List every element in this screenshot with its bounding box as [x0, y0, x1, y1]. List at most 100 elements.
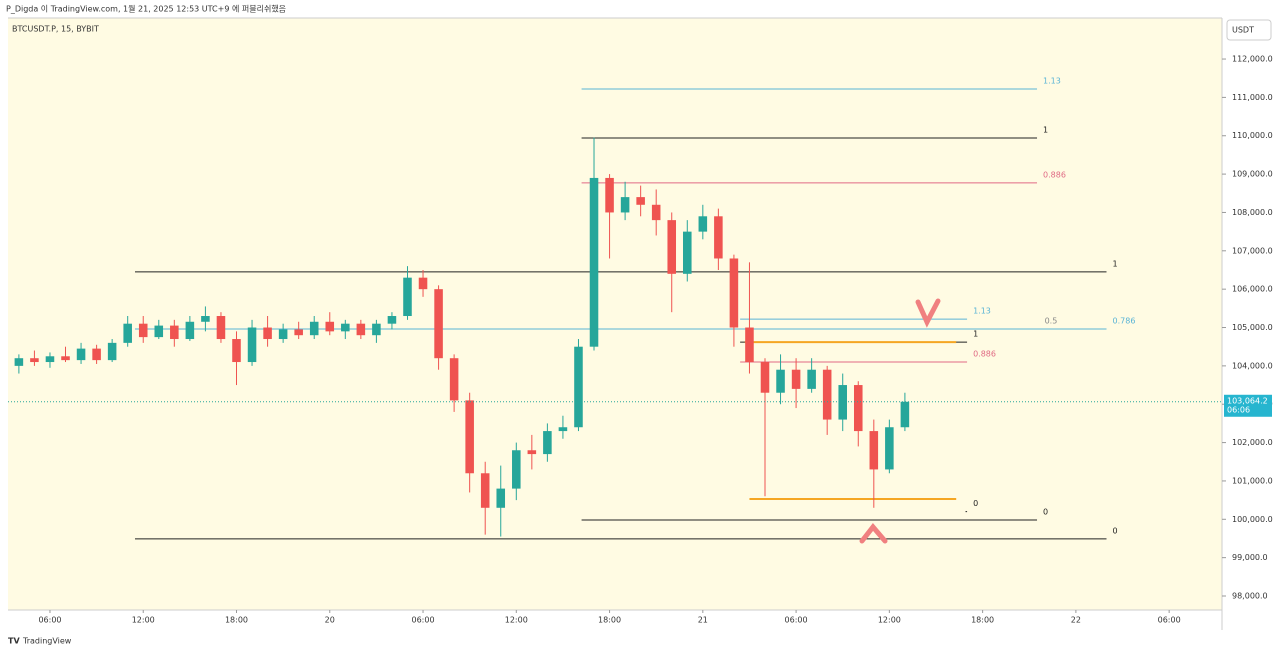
x-tick-label: 22	[1071, 616, 1081, 625]
candle-body	[667, 220, 677, 274]
candle-body	[449, 358, 459, 401]
level-label: 0	[1043, 508, 1048, 517]
last-price-box	[1224, 394, 1272, 417]
candle-body	[605, 177, 614, 213]
candle-body	[325, 321, 335, 332]
x-tick-label: 12:00	[132, 616, 155, 625]
x-tick-label: 06:00	[785, 616, 808, 625]
candle-body	[434, 289, 443, 359]
x-tick-label: 21	[698, 616, 708, 625]
candle-body	[309, 321, 319, 336]
x-tick-label: 12:00	[878, 616, 901, 625]
candle-body	[341, 323, 350, 332]
y-tick-label: 107,000.0	[1232, 246, 1273, 255]
candle-body	[30, 358, 39, 363]
candle-body	[387, 316, 397, 324]
candle-body	[45, 356, 55, 363]
candle-body	[372, 323, 381, 336]
logo-mark: TV	[8, 637, 20, 646]
candle-body	[620, 197, 630, 213]
candle-body	[170, 325, 179, 340]
candle-body	[885, 427, 894, 470]
candle-body	[465, 400, 474, 474]
y-tick-label: 101,000.0	[1232, 476, 1273, 485]
x-tick-label: 06:00	[411, 616, 434, 625]
y-tick-label: 109,000.0	[1232, 170, 1273, 179]
currency-label: USDT	[1232, 26, 1254, 35]
candle-body	[263, 327, 272, 340]
y-tick-label: 111,000.0	[1232, 93, 1273, 102]
y-tick-label: 106,000.0	[1232, 285, 1273, 294]
candle-body	[714, 216, 723, 259]
candle-body	[61, 356, 70, 361]
level-label: 1	[973, 330, 978, 339]
candle-body	[403, 277, 412, 317]
candle-body	[853, 385, 863, 432]
candle-body	[527, 450, 537, 455]
y-tick-label: 104,000.0	[1232, 361, 1273, 370]
candle-body	[698, 216, 708, 232]
y-tick-label: 98,000.0	[1232, 592, 1268, 601]
candle-body	[636, 197, 645, 205]
candle-body	[480, 473, 490, 508]
y-tick-label: 108,000.0	[1232, 208, 1273, 217]
footer-logo: TradingView	[22, 637, 72, 646]
y-tick-label: 99,000.0	[1232, 553, 1268, 562]
candle-body	[512, 450, 521, 489]
y-tick-label: 102,000.0	[1232, 438, 1273, 447]
candle-body	[558, 427, 568, 432]
x-tick-label: 20	[325, 616, 335, 625]
level-label: 1.13	[1043, 76, 1061, 85]
x-tick-label: 18:00	[225, 616, 248, 625]
x-tick-label: 06:00	[38, 616, 61, 625]
candle-body	[138, 323, 148, 338]
candle-body	[154, 325, 164, 338]
candle-body	[776, 369, 785, 393]
level-label: 0	[973, 499, 978, 508]
candle-body	[900, 401, 910, 428]
level-label: 0	[1113, 526, 1118, 535]
candle-body	[247, 327, 257, 363]
annotation-arrow	[859, 523, 888, 544]
candle-body	[822, 369, 832, 420]
candle-body	[729, 258, 739, 328]
candle-body	[14, 358, 24, 366]
header-text: P_Digda 이 TradingView.com, 1월 21, 2025 1…	[6, 4, 286, 14]
level-label: 0.5	[1045, 317, 1058, 326]
candle-body	[543, 431, 552, 455]
level-label: 0.886	[973, 350, 996, 359]
candle-body	[807, 369, 816, 389]
candle-body	[232, 339, 241, 363]
y-tick-label: 100,000.0	[1232, 515, 1273, 524]
candle-body	[123, 323, 132, 343]
candle-body	[418, 277, 428, 290]
candle-body	[201, 316, 210, 322]
candle-body	[683, 231, 692, 274]
y-tick-label: 105,000.0	[1232, 323, 1273, 332]
annotation-arrow	[915, 298, 941, 328]
x-tick-label: 06:00	[1158, 616, 1181, 625]
candle-body	[216, 316, 226, 340]
last-price-label: 103,064.2	[1227, 396, 1268, 405]
level-label: 1	[1113, 259, 1118, 268]
candle-body	[760, 362, 770, 393]
candle-body	[589, 177, 599, 347]
symbol-label: BTCUSDT.P, 15, BYBIT	[12, 25, 99, 34]
candle-body	[869, 431, 879, 470]
candle-body	[791, 369, 801, 389]
chart-pane	[8, 18, 1222, 610]
currency-box[interactable]	[1226, 19, 1272, 41]
x-tick-label: 18:00	[598, 616, 621, 625]
candle-body	[745, 327, 754, 363]
level-label: 1	[1043, 126, 1048, 135]
x-tick-label: 12:00	[505, 616, 528, 625]
candle-body	[651, 204, 661, 221]
level-label: 0.886	[1043, 170, 1066, 179]
candle-body	[838, 385, 847, 420]
candle-body	[294, 329, 303, 336]
candle-body	[574, 346, 583, 428]
level-label: 0.786	[1113, 317, 1136, 326]
candle-body	[356, 323, 366, 336]
candle-body	[107, 342, 117, 361]
